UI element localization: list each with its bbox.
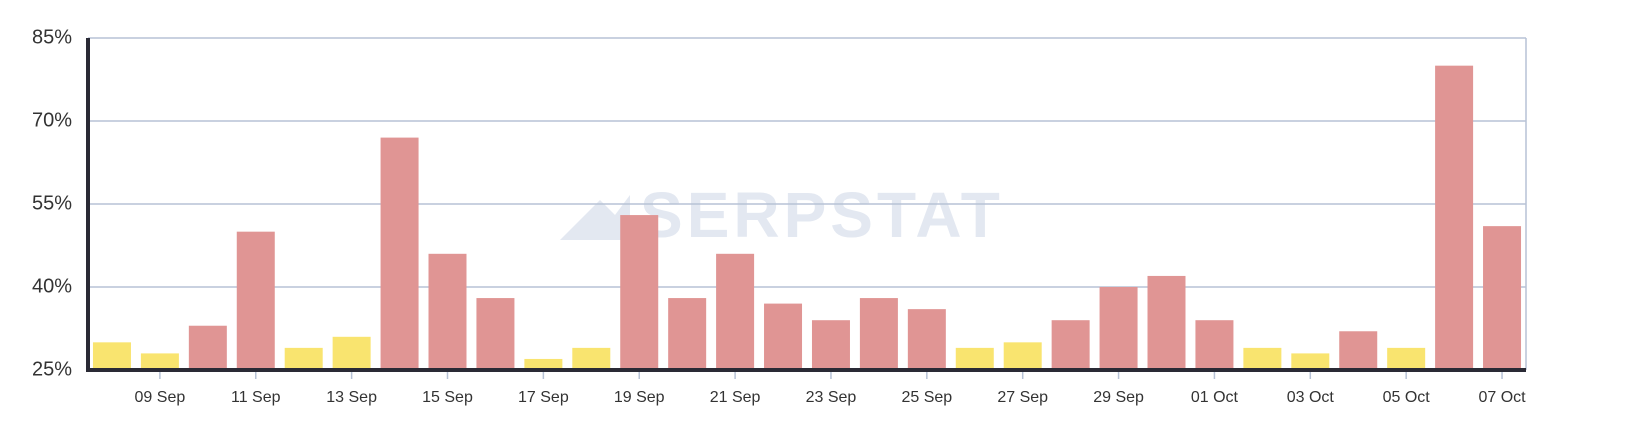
bar — [284, 347, 323, 370]
x-tick-label: 09 Sep — [135, 389, 186, 406]
bar — [1147, 275, 1186, 370]
x-tick-label: 27 Sep — [997, 389, 1048, 406]
x-tick-label: 19 Sep — [614, 389, 665, 406]
bar — [620, 215, 659, 370]
x-tick-label: 29 Sep — [1093, 389, 1144, 406]
x-tick-label: 03 Oct — [1287, 389, 1335, 406]
x-tick-label: 21 Sep — [710, 389, 761, 406]
bar — [764, 303, 803, 370]
bar — [572, 347, 611, 370]
bar — [716, 253, 755, 370]
watermark: SERPSTAT — [640, 179, 1004, 251]
bar — [955, 347, 994, 370]
x-tick-label: 15 Sep — [422, 389, 473, 406]
x-tick-label: 11 Sep — [231, 389, 281, 406]
x-tick-label: 17 Sep — [518, 389, 569, 406]
bar — [1003, 342, 1042, 370]
y-tick-label: 25% — [32, 358, 72, 380]
bar — [92, 342, 131, 370]
bar — [428, 253, 467, 370]
bar — [1483, 226, 1522, 370]
x-tick-label: 25 Sep — [901, 389, 952, 406]
bar — [380, 137, 419, 370]
x-tick-label: 13 Sep — [326, 389, 377, 406]
bar — [1099, 287, 1138, 370]
bar — [1195, 320, 1234, 370]
x-tick-label: 01 Oct — [1191, 389, 1239, 406]
bar — [1339, 331, 1378, 370]
bar — [236, 231, 275, 370]
x-tick-label: 05 Oct — [1383, 389, 1431, 406]
y-tick-label: 55% — [32, 192, 72, 214]
bar — [524, 358, 563, 370]
bar — [1435, 65, 1474, 371]
y-tick-label: 40% — [32, 275, 72, 297]
bar — [476, 298, 515, 370]
y-tick-label: 85% — [32, 26, 72, 48]
bar — [140, 353, 179, 370]
y-tick-label: 70% — [32, 109, 72, 131]
x-tick-label: 23 Sep — [806, 389, 857, 406]
bar — [668, 298, 707, 370]
watermark-logo — [560, 195, 630, 240]
bar — [811, 320, 850, 370]
bar — [1051, 320, 1090, 370]
bar — [332, 336, 371, 370]
bar — [1387, 347, 1426, 370]
bar — [1243, 347, 1282, 370]
bar — [907, 309, 946, 370]
bar — [859, 298, 898, 370]
bar — [188, 325, 227, 370]
bar — [1291, 353, 1330, 370]
x-tick-label: 07 Oct — [1478, 389, 1526, 406]
